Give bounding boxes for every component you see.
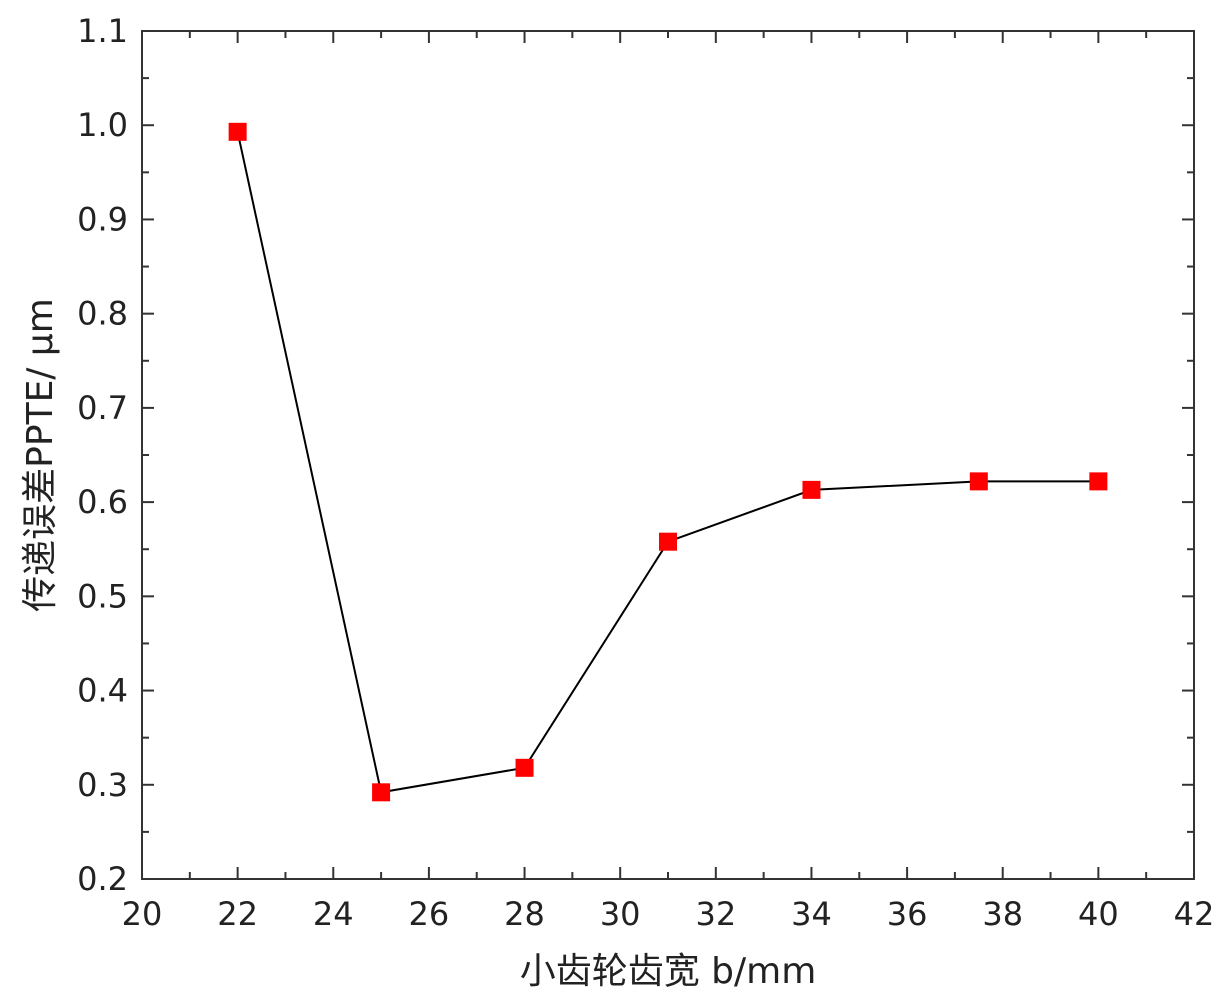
series-line [236,131,1099,794]
x-tick-label: 34 [791,895,832,933]
y-tick-label: 0.9 [77,200,128,238]
y-tick-label: 1.0 [77,106,128,144]
x-tick-label: 42 [1174,895,1215,933]
x-tick-label: 32 [695,895,736,933]
y-axis-title: 传递误差PPTE/ μm [20,298,61,612]
x-axis-title: 小齿轮齿宽 b/mm [520,951,817,992]
x-tick-label: 36 [887,895,928,933]
data-point-marker [228,122,247,141]
x-tick-label: 26 [409,895,450,933]
data-point-marker [372,783,391,802]
x-tick-label: 28 [504,895,545,933]
y-tick-label: 0.8 [77,295,128,333]
x-tick-label: 38 [982,895,1023,933]
data-point-marker [515,758,534,777]
ticks-layer: 20 22 24 26 28 30 32 34 36 38 40 42 0.2 0.3 0.4 0.5 0.6 0… [77,12,1214,933]
data-point-marker [659,532,677,551]
y-tick-label: 1.1 [77,12,128,50]
x-tick-label: 20 [122,895,163,933]
x-tick-label: 30 [600,895,641,933]
y-tick-label: 0.2 [77,860,128,898]
x-tick-label: 40 [1078,895,1119,933]
x-tick-label: 24 [313,895,354,933]
y-tick-label: 0.6 [77,483,128,521]
data-point-marker [1089,472,1108,491]
y-tick-label: 0.7 [77,389,128,427]
data-point-marker [969,472,988,491]
data-point-marker [802,480,821,499]
plot-frame [141,30,1195,880]
y-tick-label: 0.4 [77,672,128,710]
x-tick-label: 22 [217,895,258,933]
y-tick-label: 0.3 [77,766,128,804]
y-tick-label: 0.5 [77,577,128,615]
series-layer [228,122,1108,802]
